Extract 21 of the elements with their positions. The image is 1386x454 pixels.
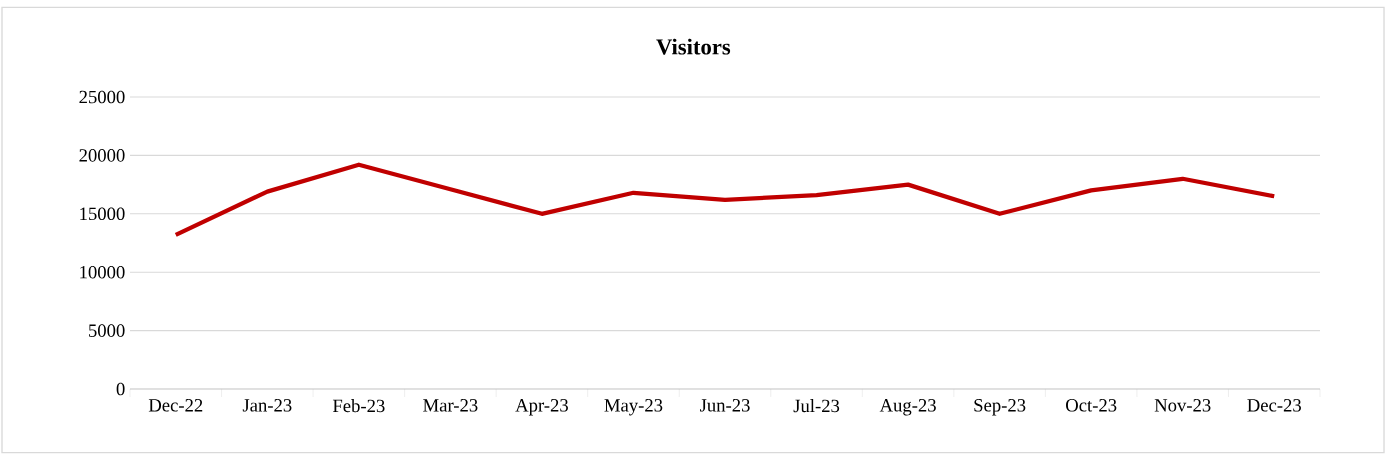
y-tick-label: 20000: [79, 149, 125, 162]
x-tick-label: Dec-23: [1247, 399, 1301, 412]
y-tick-label: 5000: [89, 324, 125, 337]
y-tick-label: 15000: [80, 207, 125, 221]
y-tick-label: 25000: [79, 90, 125, 104]
x-tick-label: Aug-23: [879, 399, 936, 416]
x-tick-label: May-23: [604, 399, 663, 416]
x-tick-label: Mar-23: [423, 399, 478, 412]
chart-title: Visitors: [656, 38, 731, 55]
x-tick-label: Jun-23: [700, 399, 750, 412]
x-tick-label: Jul-23: [793, 399, 840, 413]
x-tick-label: Feb-23: [332, 399, 385, 413]
y-tick-label: 10000: [80, 265, 125, 279]
x-tick-label: Oct-23: [1066, 399, 1117, 412]
x-tick-label: Nov-23: [1154, 399, 1211, 412]
x-tick-label: Apr-23: [515, 399, 568, 416]
x-tick-label: Sep-23: [974, 399, 1026, 416]
line-series: [173, 162, 1277, 237]
y-tick-label: 0: [116, 382, 125, 396]
x-tick-label: Jan-23: [242, 399, 292, 412]
x-tick-label: Dec-22: [148, 399, 203, 412]
